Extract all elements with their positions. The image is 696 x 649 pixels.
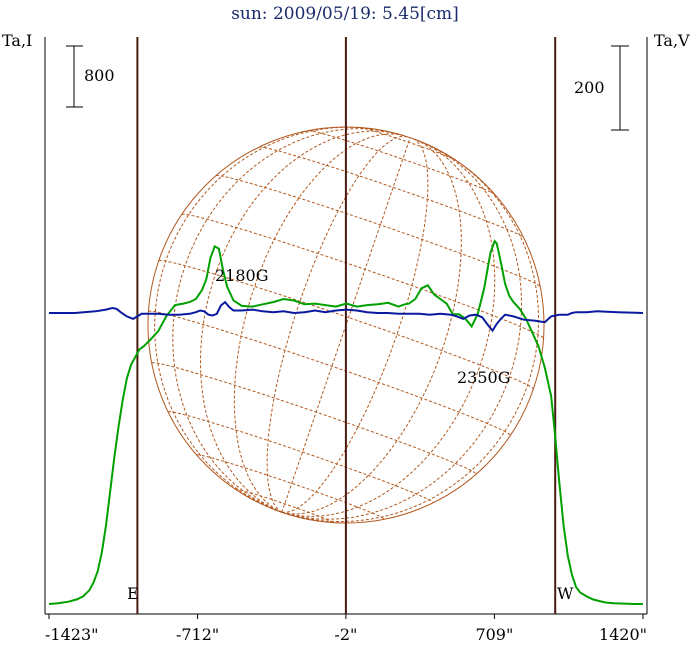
disk-latitude-line [307,130,496,196]
disk-longitude-line [172,128,402,513]
annotation-2180g: 2180G [215,266,269,285]
disk-longitude-line [281,139,496,517]
scale-bar-intensity [66,45,83,108]
scale-bar-polarization [611,45,629,131]
disk-longitude-line [281,138,462,515]
scale-bar-polarization-label: 200 [574,78,605,97]
disk-latitude-line [215,175,541,288]
series-polarization-line [49,300,644,333]
disk-longitude-line [233,133,406,513]
disk-latitude-line [151,362,477,475]
vertical-markers [136,37,557,614]
disk-longitude-line [281,144,539,523]
x-axis-ticks: -1423" -712" -2" 709" 1420" [45,614,647,644]
disk-latitude-line [359,127,457,161]
disk-longitude-line [281,140,523,520]
solar-disk [147,126,545,524]
x-tick-label: 1420" [599,625,647,644]
left-axis-label: Ta,I [2,31,32,50]
solar-disk-grid [148,126,544,523]
disk-longitude-line [266,135,408,513]
disk-longitude-line [199,130,404,513]
disk-longitude-line [154,126,392,513]
chart-title: sun: 2009/05/19: 5.45[cm] [231,4,459,24]
disk-latitude-line [259,146,525,239]
x-tick-label: -2" [334,625,357,644]
annotation-2350g: 2350G [457,368,511,387]
west-limb-label: W [557,584,574,603]
disk-latitude-line [167,411,434,503]
x-tick-label: -712" [176,625,219,644]
x-tick-label: -1423" [45,625,98,644]
east-limb-label: E [127,584,139,603]
right-axis-label: Ta,V [654,31,690,50]
disk-longitude-line [281,138,429,513]
x-tick-label: 709" [475,625,513,644]
scale-bar-intensity-label: 800 [84,66,115,85]
series-intensity-line [48,239,643,605]
